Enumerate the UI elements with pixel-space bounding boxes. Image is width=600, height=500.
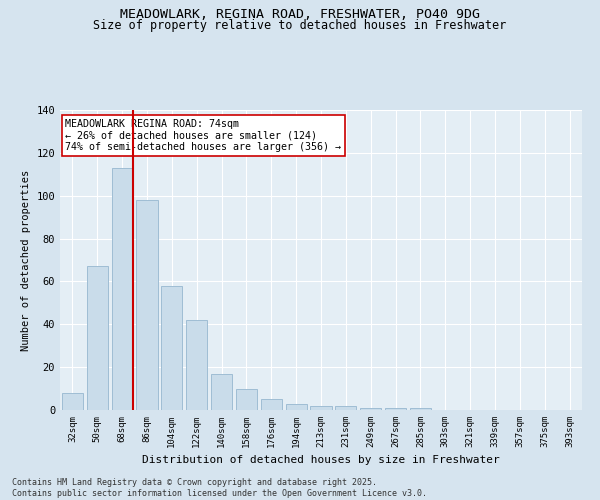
Text: MEADOWLARK REGINA ROAD: 74sqm
← 26% of detached houses are smaller (124)
74% of : MEADOWLARK REGINA ROAD: 74sqm ← 26% of d…	[65, 119, 341, 152]
Y-axis label: Number of detached properties: Number of detached properties	[21, 170, 31, 350]
Bar	[161, 286, 182, 410]
Bar	[112, 168, 133, 410]
Bar	[310, 406, 332, 410]
Bar	[87, 266, 108, 410]
Bar	[360, 408, 381, 410]
Bar	[236, 388, 257, 410]
Bar	[335, 406, 356, 410]
Bar	[261, 400, 282, 410]
Text: MEADOWLARK, REGINA ROAD, FRESHWATER, PO40 9DG: MEADOWLARK, REGINA ROAD, FRESHWATER, PO4…	[120, 8, 480, 20]
Bar	[62, 393, 83, 410]
Bar	[286, 404, 307, 410]
Bar	[410, 408, 431, 410]
Bar	[211, 374, 232, 410]
Text: Contains HM Land Registry data © Crown copyright and database right 2025.
Contai: Contains HM Land Registry data © Crown c…	[12, 478, 427, 498]
Text: Size of property relative to detached houses in Freshwater: Size of property relative to detached ho…	[94, 19, 506, 32]
Bar	[186, 320, 207, 410]
X-axis label: Distribution of detached houses by size in Freshwater: Distribution of detached houses by size …	[142, 456, 500, 466]
Bar	[385, 408, 406, 410]
Bar	[136, 200, 158, 410]
